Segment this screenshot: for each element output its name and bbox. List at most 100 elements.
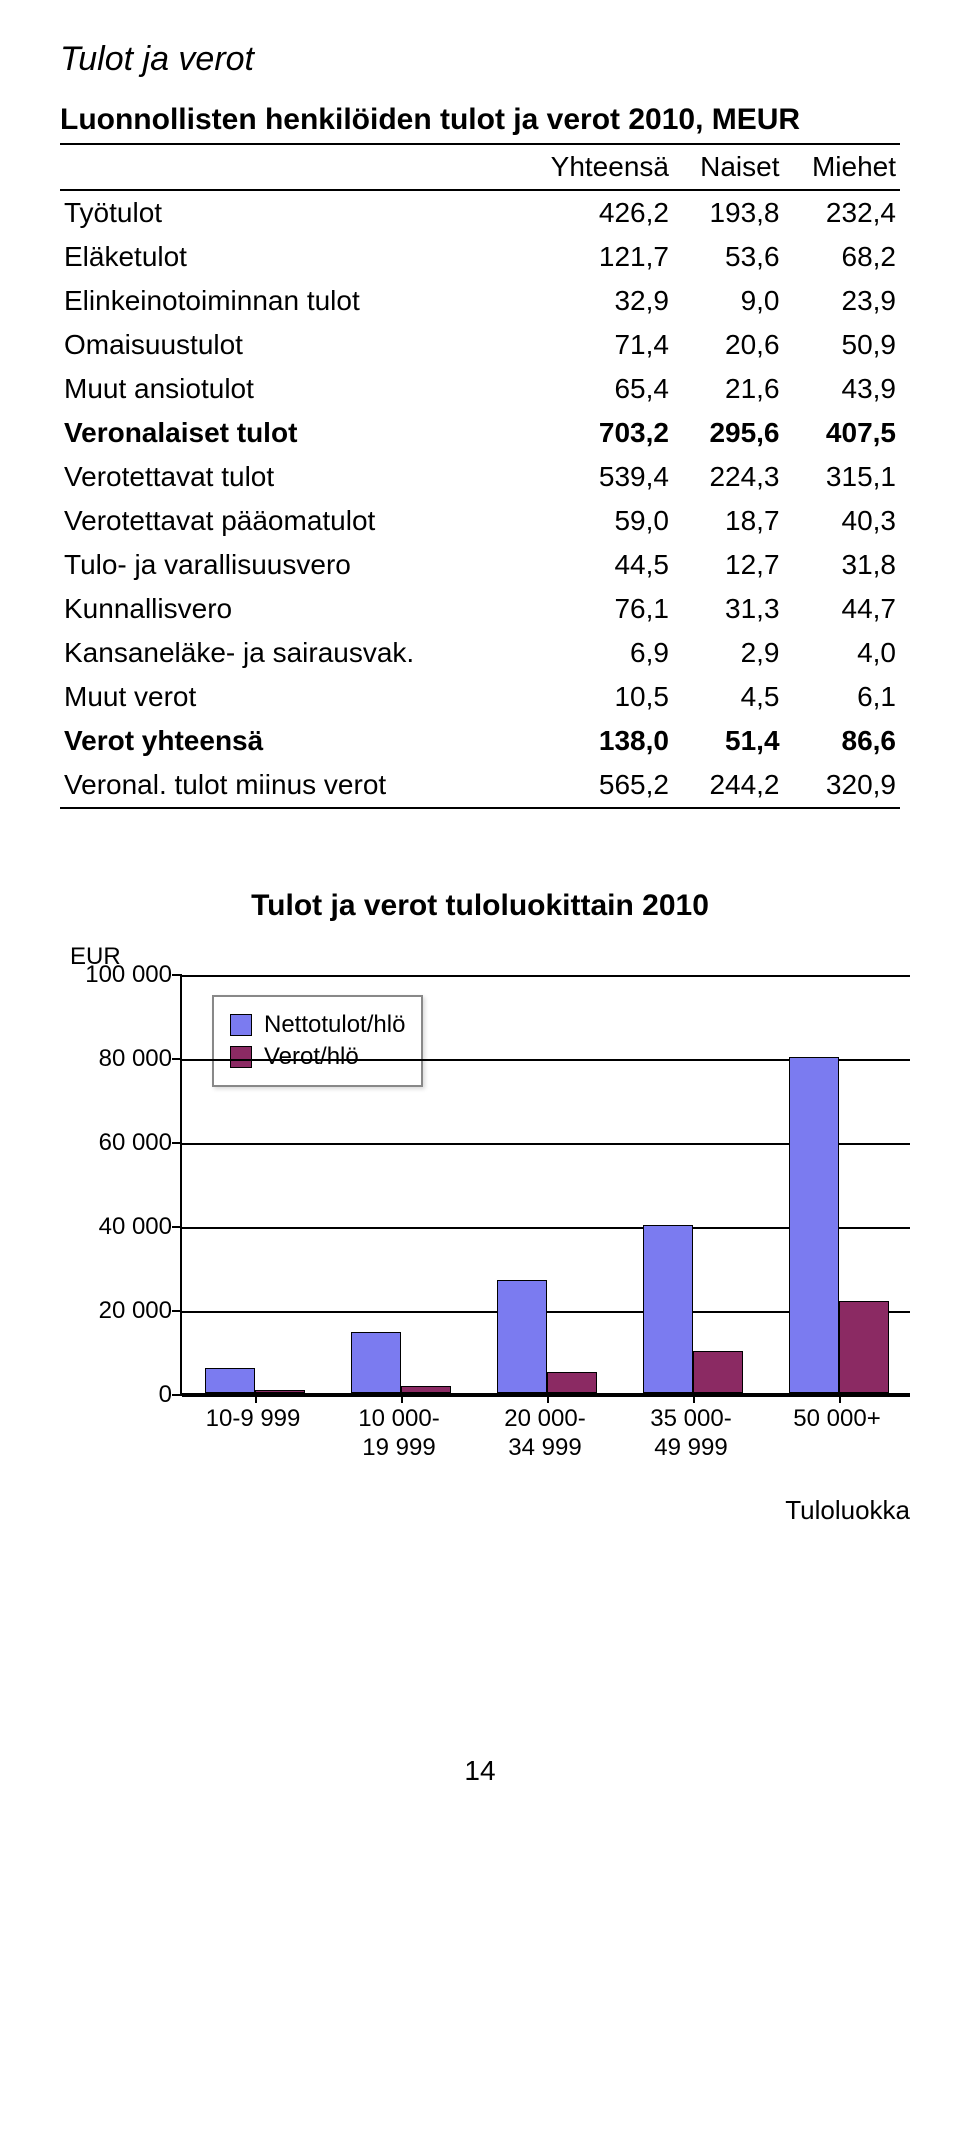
table-cell: Kunnallisvero [60,587,513,631]
table-cell: 44,7 [784,587,900,631]
bar-group [643,1225,743,1393]
ytick-mark [172,1226,182,1228]
gridline [182,975,910,977]
table-cell: Muut verot [60,675,513,719]
table-cell: 31,8 [784,543,900,587]
chart-ylabel: EUR [70,943,900,971]
chart-title: Tulot ja verot tuloluokittain 2010 [60,889,900,923]
xtick-mark [693,1393,695,1403]
ytick-mark [172,1058,182,1060]
table-cell: Verotettavat pääomatulot [60,499,513,543]
table-cell: 53,6 [673,235,784,279]
bar [693,1351,743,1393]
xtick-mark [547,1393,549,1403]
ytick-mark [172,1310,182,1312]
table-cell: 224,3 [673,455,784,499]
x-axis-title: Tuloluokka [785,1495,910,1526]
table-cell: 86,6 [784,719,900,763]
table-cell: 539,4 [513,455,673,499]
xtick-label: 10 000-19 999 [326,1405,472,1463]
table-cell: 6,1 [784,675,900,719]
table-cell: 703,2 [513,411,673,455]
legend-item: Verot/hlö [230,1043,405,1071]
bar [789,1057,839,1393]
table-cell: 232,4 [784,190,900,235]
col-header: Yhteensä [513,144,673,190]
table-cell: 65,4 [513,367,673,411]
ytick-label: 40 000 [99,1213,172,1241]
table-row: Kansaneläke- ja sairausvak.6,92,94,0 [60,631,900,675]
table-cell: Veronalaiset tulot [60,411,513,455]
table-cell: Tulo- ja varallisuusvero [60,543,513,587]
legend-swatch [230,1046,252,1068]
bar [351,1332,401,1393]
plot-area: Nettotulot/hlö Verot/hlö [180,975,910,1395]
legend: Nettotulot/hlö Verot/hlö [212,995,423,1087]
table-cell: 2,9 [673,631,784,675]
table-cell: 426,2 [513,190,673,235]
table-cell: Kansaneläke- ja sairausvak. [60,631,513,675]
table-row: Elinkeinotoiminnan tulot32,99,023,9 [60,279,900,323]
table-cell: 71,4 [513,323,673,367]
table-cell: 68,2 [784,235,900,279]
table-cell: 51,4 [673,719,784,763]
table-cell: 315,1 [784,455,900,499]
table-row: Työtulot426,2193,8232,4 [60,190,900,235]
table-cell: Verot yhteensä [60,719,513,763]
table-row: Kunnallisvero76,131,344,7 [60,587,900,631]
page-number: 14 [60,1755,900,1787]
xtick-mark [255,1393,257,1403]
table-cell: Muut ansiotulot [60,367,513,411]
table-cell: 76,1 [513,587,673,631]
table-cell: 4,0 [784,631,900,675]
ytick-label: 100 000 [85,961,172,989]
legend-label: Verot/hlö [264,1043,359,1071]
table-cell: 320,9 [784,763,900,808]
bar [401,1386,451,1393]
table-cell: 407,5 [784,411,900,455]
legend-swatch [230,1014,252,1036]
bar [839,1301,889,1393]
ytick-label: 0 [159,1381,172,1409]
table-cell: Eläketulot [60,235,513,279]
table-cell: Työtulot [60,190,513,235]
table-cell: 121,7 [513,235,673,279]
table-cell: 40,3 [784,499,900,543]
bar [643,1225,693,1393]
bar [255,1390,305,1393]
table-cell: Omaisuustulot [60,323,513,367]
col-header [60,144,513,190]
bar-group [789,1057,889,1393]
table-cell: 21,6 [673,367,784,411]
table-title: Luonnollisten henkilöiden tulot ja verot… [60,103,900,137]
ytick-mark [172,974,182,976]
x-labels: 10-9 99910 000-19 99920 000-34 99935 000… [180,1405,910,1475]
table-row: Tulo- ja varallisuusvero44,512,731,8 [60,543,900,587]
table-cell: 138,0 [513,719,673,763]
table-row: Eläketulot121,753,668,2 [60,235,900,279]
table-cell: 43,9 [784,367,900,411]
table-row: Muut ansiotulot65,421,643,9 [60,367,900,411]
xtick-label: 10-9 999 [180,1405,326,1434]
bar-group [497,1280,597,1393]
gridline [182,1395,910,1397]
table-cell: 50,9 [784,323,900,367]
table-cell: Verotettavat tulot [60,455,513,499]
table-row: Muut verot10,54,56,1 [60,675,900,719]
bar-group [351,1332,451,1393]
table-row: Verot yhteensä138,051,486,6 [60,719,900,763]
col-header: Naiset [673,144,784,190]
table-row: Veronalaiset tulot703,2295,6407,5 [60,411,900,455]
table-cell: 32,9 [513,279,673,323]
table-cell: 193,8 [673,190,784,235]
table-cell: 23,9 [784,279,900,323]
bar [205,1368,255,1393]
bar [497,1280,547,1393]
ytick-label: 20 000 [99,1297,172,1325]
xtick-mark [401,1393,403,1403]
chart: Tulot ja verot tuloluokittain 2010 EUR 0… [60,889,900,1555]
y-axis: 020 00040 00060 00080 000100 000 [70,975,180,1395]
ytick-label: 80 000 [99,1045,172,1073]
table-cell: 9,0 [673,279,784,323]
data-table: Yhteensä Naiset Miehet Työtulot426,2193,… [60,143,900,809]
